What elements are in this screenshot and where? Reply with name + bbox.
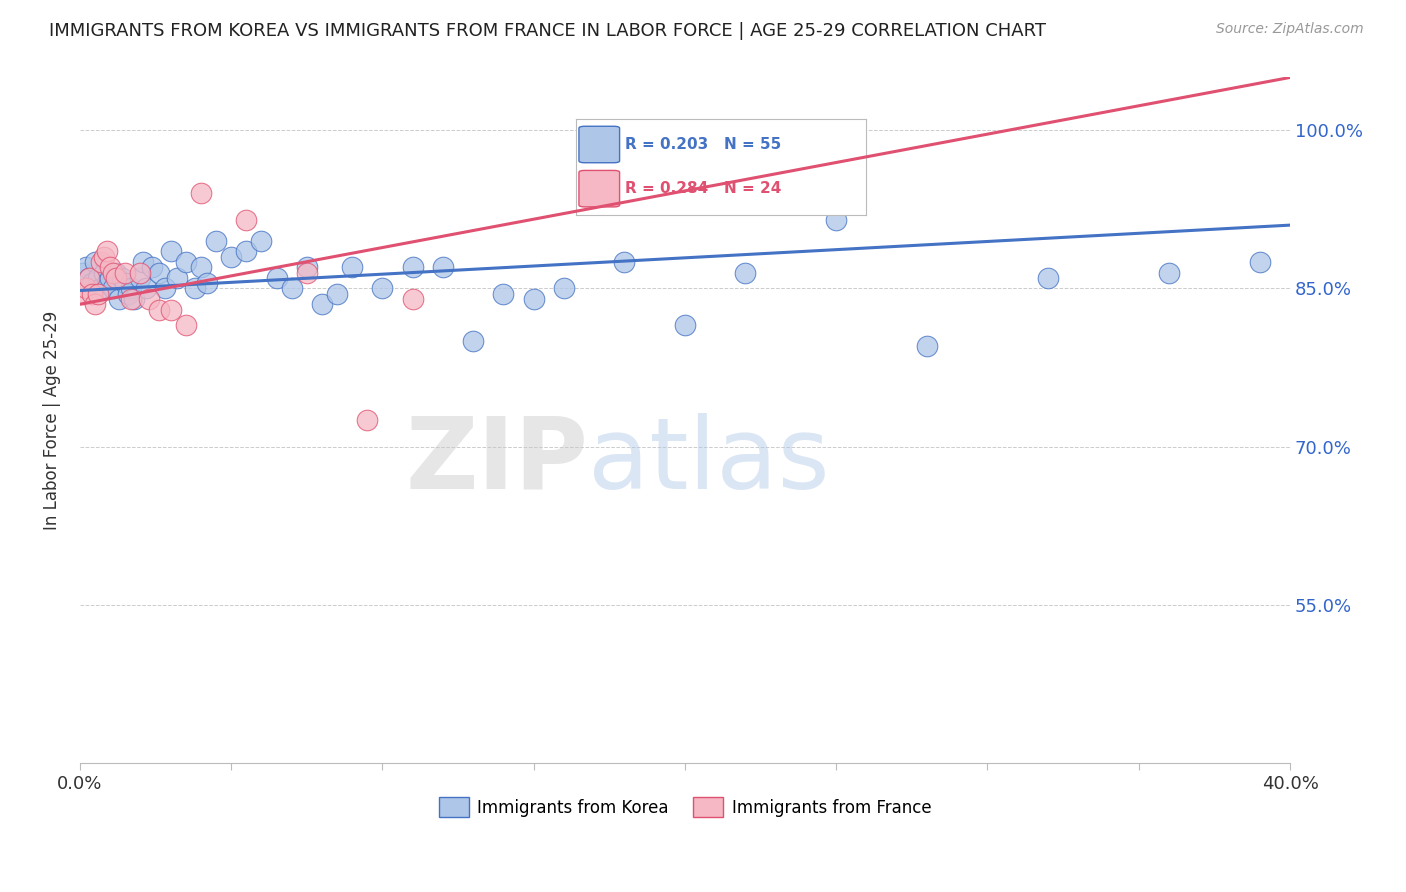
Point — [235, 244, 257, 259]
Point — [72, 286, 94, 301]
Point — [553, 281, 575, 295]
Point — [77, 271, 100, 285]
Point — [105, 266, 128, 280]
Point — [111, 271, 134, 285]
Point — [96, 244, 118, 259]
Point — [184, 281, 207, 295]
Point — [148, 266, 170, 280]
Point — [1157, 266, 1180, 280]
Point — [138, 292, 160, 306]
Point — [108, 292, 131, 306]
Point — [101, 281, 124, 295]
Point — [371, 281, 394, 295]
Point — [673, 318, 696, 333]
Point — [195, 276, 218, 290]
Point — [93, 266, 115, 280]
Point — [613, 255, 636, 269]
Point — [266, 271, 288, 285]
Point — [205, 234, 228, 248]
Point — [250, 234, 273, 248]
Point — [120, 292, 142, 306]
Point — [84, 297, 107, 311]
Point — [148, 302, 170, 317]
Point — [132, 255, 155, 269]
Point — [1249, 255, 1271, 269]
Point — [295, 260, 318, 275]
Point — [311, 297, 333, 311]
Point — [90, 255, 112, 269]
Point — [87, 286, 110, 301]
Point — [166, 271, 188, 285]
Point — [159, 244, 181, 259]
Point — [101, 266, 124, 280]
Point — [98, 271, 121, 285]
Point — [80, 276, 103, 290]
Point — [120, 281, 142, 295]
Point — [114, 276, 136, 290]
Text: ZIP: ZIP — [405, 413, 588, 510]
Point — [105, 271, 128, 285]
Point — [340, 260, 363, 275]
Point — [174, 318, 197, 333]
Point — [190, 186, 212, 201]
Point — [492, 286, 515, 301]
Point — [72, 266, 94, 280]
Point — [98, 260, 121, 275]
Point — [90, 281, 112, 295]
Point — [915, 339, 938, 353]
Text: IMMIGRANTS FROM KOREA VS IMMIGRANTS FROM FRANCE IN LABOR FORCE | AGE 25-29 CORRE: IMMIGRANTS FROM KOREA VS IMMIGRANTS FROM… — [49, 22, 1046, 40]
Point — [401, 260, 423, 275]
Point — [174, 255, 197, 269]
Point — [159, 302, 181, 317]
Point — [141, 260, 163, 275]
Point — [129, 271, 152, 285]
Point — [129, 266, 152, 280]
Point — [96, 276, 118, 290]
Point — [153, 281, 176, 295]
Y-axis label: In Labor Force | Age 25-29: In Labor Force | Age 25-29 — [44, 310, 60, 530]
Point — [295, 266, 318, 280]
Point — [523, 292, 546, 306]
Text: Source: ZipAtlas.com: Source: ZipAtlas.com — [1216, 22, 1364, 37]
Legend: Immigrants from Korea, Immigrants from France: Immigrants from Korea, Immigrants from F… — [432, 791, 938, 823]
Point — [432, 260, 454, 275]
Point — [124, 292, 146, 306]
Point — [734, 266, 756, 280]
Point — [77, 271, 100, 285]
Point — [80, 286, 103, 301]
Point — [326, 286, 349, 301]
Point — [1036, 271, 1059, 285]
Point — [135, 281, 157, 295]
Point — [280, 281, 302, 295]
Point — [117, 286, 139, 301]
Point — [190, 260, 212, 275]
Point — [463, 334, 485, 348]
Point — [87, 271, 110, 285]
Point — [219, 250, 242, 264]
Point — [75, 260, 97, 275]
Point — [825, 212, 848, 227]
Point — [75, 281, 97, 295]
Text: atlas: atlas — [588, 413, 830, 510]
Point — [235, 212, 257, 227]
Point — [356, 413, 378, 427]
Point — [401, 292, 423, 306]
Point — [93, 250, 115, 264]
Point — [84, 255, 107, 269]
Point — [114, 266, 136, 280]
